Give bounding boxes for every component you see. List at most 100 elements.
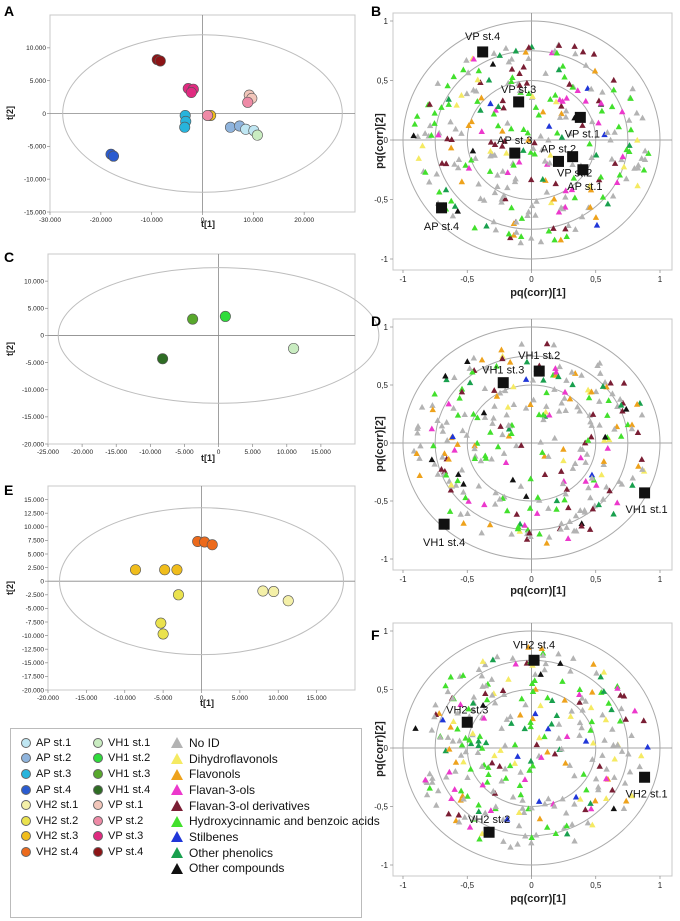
panel-d-loading-triangle <box>482 452 489 459</box>
panel-b-loading-triangle <box>608 103 616 110</box>
panel-f-loading-triangle <box>592 797 599 804</box>
panel-f-loading-triangle <box>479 683 486 689</box>
panel-b-loading-triangle <box>436 188 443 195</box>
panel-f-loading-triangle <box>461 813 468 820</box>
legend-item: Dihydroflavonols <box>171 751 380 767</box>
panel-d-loading-triangle <box>588 471 596 478</box>
panel-e-point <box>206 539 218 551</box>
panel-f-loading-triangle <box>491 699 499 706</box>
panel-d-loading-triangle <box>505 421 512 428</box>
panel-b-loading-triangle <box>480 196 488 203</box>
panel-d-loading-triangle <box>455 471 462 477</box>
panel-b-loading-triangle <box>587 186 595 193</box>
panel-d-loading-triangle <box>515 523 522 530</box>
panel-b-loading-triangle <box>433 170 440 177</box>
panel-e-x-tick-label: 10.000 <box>268 695 288 702</box>
panel-b-loading-triangle <box>499 127 506 134</box>
panel-b-loading-triangle <box>615 123 623 130</box>
panel-b-x-tick-label: 1 <box>658 275 663 284</box>
panel-f-loading-triangle <box>454 709 461 716</box>
panel-b-loading-triangle <box>487 152 494 159</box>
panel-b-loading-triangle <box>451 160 458 167</box>
panel-d-loading-triangle <box>596 398 603 404</box>
panel-d-loading-triangle <box>457 510 464 517</box>
panel-b-loading-triangle <box>511 178 519 185</box>
panel-b-loading-triangle <box>517 233 525 239</box>
panel-a-x-tick-label: 0 <box>201 217 205 224</box>
panel-b-loading-triangle <box>531 139 538 146</box>
panel-d-x-tick-label: 0,5 <box>590 575 602 584</box>
panel-e-x-tick-label: -15.000 <box>75 695 97 702</box>
panel-b-loading-triangle <box>645 150 652 156</box>
panel-f-loading-triangle <box>587 726 594 733</box>
panel-d-x-tick-label: 1 <box>658 575 663 584</box>
panel-d-corr-circle <box>434 355 629 531</box>
panel-b-loading-triangle <box>567 130 574 137</box>
legend-col-3: No ID Dihydroflavonols Flavonols Flavan-3-o… <box>171 735 380 876</box>
panel-b-loading-triangle <box>454 164 462 171</box>
panel-b-loading-triangle <box>524 129 531 136</box>
panel-f-loading-triangle <box>469 699 477 706</box>
panel-d-loading-triangle <box>600 458 608 464</box>
panel-b-loading-triangle <box>562 225 569 232</box>
panel-b-loading-triangle <box>539 175 546 182</box>
panel-d-loading-triangle <box>606 487 613 494</box>
panel-b-loading-triangle <box>607 136 614 143</box>
panel-f-loading-triangle <box>479 701 487 708</box>
panel-b-loading-triangle <box>478 128 485 135</box>
panel-b-loading-triangle <box>579 48 587 55</box>
panel-d-loading-triangle <box>451 374 458 380</box>
legend-label: VH1 st.4 <box>108 783 151 796</box>
panel-b-loading-triangle <box>562 107 570 114</box>
panel-f-loading-triangle <box>620 805 628 811</box>
panel-e-y-tick-label: 12.500 <box>24 511 44 518</box>
panel-f-loading-triangle <box>449 695 456 701</box>
panel-b-loading-triangle <box>611 128 618 135</box>
panel-f-loading-triangle <box>544 694 551 701</box>
panel-f-loading-triangle <box>600 688 608 694</box>
panel-d-loading-triangle <box>488 455 495 462</box>
panel-f-loading-triangle <box>459 672 467 678</box>
panel-d-loading-triangle <box>527 533 534 539</box>
panel-f-loading-triangle <box>446 745 453 752</box>
panel-b-loading-triangle <box>587 203 594 210</box>
panel-b-loading-triangle <box>527 149 535 155</box>
panel-f-loading-triangle <box>567 667 574 674</box>
panel-f-loading-triangle <box>532 831 540 838</box>
panel-b-loading-triangle <box>613 179 621 185</box>
panel-b-x-axis-label: pq(corr)[1] <box>510 287 566 299</box>
panel-c-point <box>288 342 300 354</box>
legend-label: AP st.1 <box>36 736 72 749</box>
panel-f-sample-label: VH2 st.2 <box>468 814 510 826</box>
panel-b-loading-triangle <box>562 113 570 120</box>
panel-d-loading-triangle <box>443 376 450 383</box>
panel-d-loading-triangle <box>609 390 616 397</box>
panel-d-loading-triangle <box>558 520 565 527</box>
panel-c-x-tick-label: -25.000 <box>37 449 59 456</box>
panel-d-loading-triangle <box>434 417 441 424</box>
panel-f-loading-triangle <box>551 750 559 757</box>
panel-c-y-tick-label: -15.000 <box>22 414 44 421</box>
panel-f-loading-triangle <box>563 733 571 739</box>
panel-f-loading-triangle <box>528 839 535 846</box>
panel-f-loading-triangle <box>538 754 545 760</box>
panel-b-loading-triangle <box>490 218 497 225</box>
panel-f-loading-triangle <box>609 725 616 732</box>
panel-f-loading-triangle <box>479 658 487 664</box>
panel-f-loading-triangle <box>505 675 512 682</box>
panel-f-loading-triangle <box>558 745 565 752</box>
legend-swatch-circle <box>93 800 103 811</box>
panel-f-loading-triangle <box>559 678 566 684</box>
panel-d-loading-triangle <box>588 433 595 440</box>
panel-f-loading-triangle <box>528 680 536 687</box>
panel-f-loading-triangle <box>621 779 629 786</box>
panel-b-loading-triangle <box>470 55 477 62</box>
panel-f-loading-triangle <box>528 804 535 811</box>
panel-f-sample-marker <box>461 716 473 728</box>
panel-b-loading-triangle <box>571 194 579 201</box>
panel-d-sample-marker <box>497 377 509 389</box>
panel-d-loading-triangle <box>623 405 630 412</box>
legend-item: VH1 st.3 <box>93 766 150 782</box>
panel-f-loading-triangle <box>527 757 535 764</box>
panel-b-loading-triangle <box>445 95 452 102</box>
